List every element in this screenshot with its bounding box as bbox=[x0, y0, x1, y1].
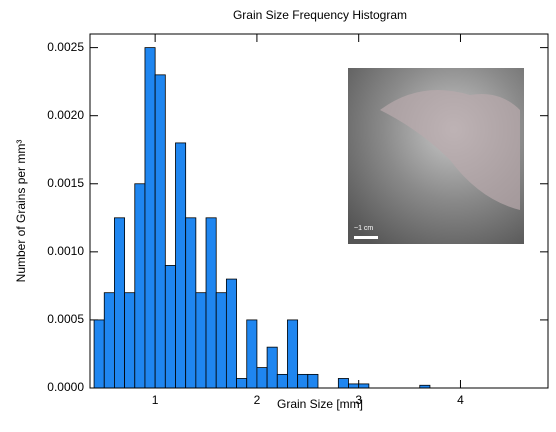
bar bbox=[276, 373, 288, 389]
inset-overlay bbox=[380, 90, 520, 210]
y-tick-label: 0.0015 bbox=[47, 176, 84, 190]
bar bbox=[164, 265, 176, 389]
y-axis-label: Number of Grains per mm³ bbox=[14, 140, 28, 283]
bar bbox=[185, 217, 197, 389]
y-tick-label: 0.0000 bbox=[47, 380, 84, 394]
bar bbox=[154, 74, 166, 389]
y-tick-label: 0.0020 bbox=[47, 108, 84, 122]
bar bbox=[93, 319, 105, 389]
chart-title: Grain Size Frequency Histogram bbox=[233, 8, 407, 22]
bar bbox=[337, 378, 349, 389]
bar bbox=[297, 373, 309, 389]
plot-frame bbox=[89, 33, 549, 389]
bar bbox=[246, 319, 258, 389]
bar bbox=[307, 373, 319, 389]
bar bbox=[103, 292, 115, 389]
bar bbox=[205, 217, 217, 389]
bar bbox=[195, 292, 207, 389]
bar bbox=[124, 292, 136, 389]
x-axis-label: Grain Size [mm] bbox=[277, 397, 363, 411]
bar bbox=[215, 292, 227, 389]
bar bbox=[358, 383, 370, 389]
bar bbox=[144, 47, 156, 389]
inset-image: ~1 cm bbox=[348, 68, 524, 244]
scale-label: ~1 cm bbox=[354, 225, 373, 232]
bar bbox=[256, 367, 268, 389]
x-tick-label: 3 bbox=[355, 393, 362, 407]
bar bbox=[266, 346, 278, 389]
bar bbox=[175, 142, 187, 389]
bar bbox=[225, 278, 237, 389]
bar bbox=[287, 319, 299, 389]
bar bbox=[134, 183, 146, 389]
bar bbox=[348, 383, 360, 389]
y-tick-label: 0.0010 bbox=[47, 244, 84, 258]
x-tick-label: 1 bbox=[152, 393, 159, 407]
y-tick-label: 0.0005 bbox=[47, 312, 84, 326]
y-tick-label: 0.0025 bbox=[47, 40, 84, 54]
bar bbox=[236, 378, 248, 389]
x-tick-label: 2 bbox=[254, 393, 261, 407]
bar bbox=[114, 217, 126, 389]
x-tick-label: 4 bbox=[457, 393, 464, 407]
scale-bar bbox=[354, 236, 378, 239]
